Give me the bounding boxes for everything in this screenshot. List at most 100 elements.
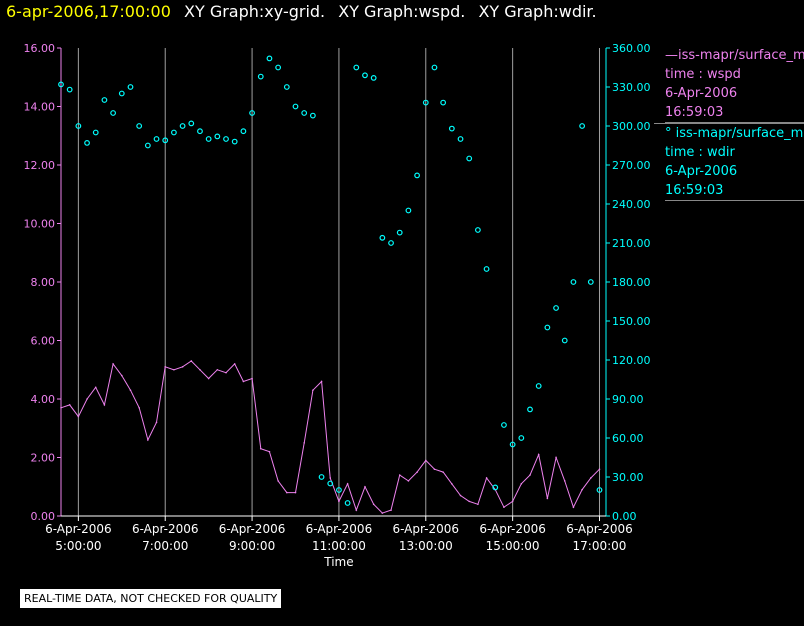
legend-series-name: iss-mapr/surface_m <box>678 48 804 63</box>
data-point-wspd <box>581 488 583 491</box>
right-tick-label: 360.00 <box>612 42 651 55</box>
data-point-wdir <box>136 123 143 129</box>
data-point-wspd <box>416 471 418 473</box>
data-point-wspd <box>407 480 410 482</box>
data-point-wspd <box>303 442 305 444</box>
data-point-wdir <box>275 64 282 71</box>
data-point-wdir <box>162 137 169 144</box>
right-tick-label: 300.00 <box>612 120 651 133</box>
data-point-wspd <box>381 512 384 514</box>
data-point-wdir <box>561 337 568 344</box>
legend-date: 6-Apr-2006 <box>665 164 738 179</box>
data-point-wdir <box>75 123 82 129</box>
data-point-wdir <box>405 207 412 214</box>
data-point-wdir <box>127 84 134 90</box>
x-tick-label-date: 6-Apr-2006 <box>566 522 633 536</box>
x-tick-label-date: 6-Apr-2006 <box>306 522 373 536</box>
data-point-wdir <box>58 81 64 88</box>
data-point-wdir <box>422 99 429 106</box>
data-point-wdir <box>257 73 264 80</box>
x-tick-label-time: 11:00:00 <box>312 539 366 553</box>
data-point-wspd <box>477 503 479 506</box>
data-point-wdir <box>492 484 499 491</box>
data-point-wdir <box>379 234 386 241</box>
data-point-wdir <box>118 90 125 97</box>
data-point-wdir <box>66 86 73 93</box>
data-point-wdir <box>336 487 342 493</box>
right-tick-label: 330.00 <box>612 81 651 94</box>
data-point-wdir <box>457 136 464 142</box>
data-point-wdir <box>596 487 603 493</box>
x-tick-label-time: 15:00:00 <box>486 539 540 553</box>
data-point-wspd <box>329 477 332 479</box>
x-tick-label-date: 6-Apr-2006 <box>132 522 199 536</box>
data-point-wdir <box>466 155 473 162</box>
data-point-wspd <box>147 439 149 441</box>
data-point-wspd <box>233 363 236 365</box>
data-point-wspd <box>251 377 253 380</box>
data-point-wdir <box>266 55 273 62</box>
data-point-wspd <box>503 506 505 509</box>
data-point-wspd <box>424 459 427 462</box>
data-point-wspd <box>129 389 132 392</box>
legend-date: 6-Apr-2006 <box>665 86 738 101</box>
data-point-wspd <box>390 509 392 511</box>
data-point-wdir <box>249 110 255 116</box>
data-point-wspd <box>442 471 444 473</box>
data-point-wdir <box>318 474 325 480</box>
data-point-wspd <box>451 483 453 485</box>
data-point-wdir <box>501 422 507 428</box>
data-point-wdir <box>370 74 377 81</box>
x-axis-title: Time <box>323 555 353 569</box>
data-point-wdir <box>570 279 577 285</box>
data-point-wspd <box>598 468 601 471</box>
data-point-wdir <box>509 441 516 448</box>
data-point-wspd <box>103 404 106 406</box>
data-point-wspd <box>268 450 271 453</box>
x-tick-label-time: 17:00:00 <box>573 539 627 553</box>
x-tick-label-date: 6-Apr-2006 <box>219 522 286 536</box>
data-point-wspd <box>485 477 488 479</box>
data-point-wspd <box>320 380 323 383</box>
data-point-wdir <box>223 136 229 142</box>
data-point-wspd <box>529 474 531 476</box>
quality-disclaimer: REAL-TIME DATA, NOT CHECKED FOR QUALITY <box>20 589 282 608</box>
data-point-wdir <box>179 123 186 129</box>
data-point-wdir <box>153 136 160 142</box>
data-point-wspd <box>537 453 540 456</box>
legend-entry-wspd[interactable]: —iss-mapr/surface_m time : wspd 6-Apr-20… <box>654 46 804 123</box>
legend-circle-symbol: ° <box>665 126 676 141</box>
data-point-wdir <box>388 240 394 246</box>
data-point-wdir <box>544 324 551 331</box>
data-point-wspd <box>120 374 123 377</box>
data-point-wdir <box>448 125 455 132</box>
data-point-wspd <box>555 456 557 459</box>
data-point-wdir <box>362 72 368 79</box>
legend-var-label: time : wdir <box>665 145 735 160</box>
data-point-wdir <box>518 435 525 441</box>
data-point-wspd <box>364 485 366 488</box>
data-point-wspd <box>511 500 514 503</box>
right-tick-label: 180.00 <box>612 276 651 289</box>
data-point-wspd <box>138 406 140 409</box>
data-point-wspd <box>242 380 245 383</box>
right-tick-label: 90.00 <box>612 393 644 406</box>
data-point-wspd <box>338 500 340 503</box>
data-point-wdir <box>483 266 490 272</box>
x-tick-label-time: 9:00:00 <box>229 539 275 553</box>
legend-time: 16:59:03 <box>665 103 804 123</box>
data-point-wspd <box>398 474 401 476</box>
data-point-wspd <box>164 366 167 368</box>
legend-entry-wdir[interactable]: ° iss-mapr/surface_m time : wdir 6-Apr-2… <box>654 123 804 201</box>
data-point-wspd <box>294 491 297 494</box>
data-point-wspd <box>181 366 184 368</box>
x-tick-label-time: 7:00:00 <box>142 539 188 553</box>
data-point-wdir <box>414 172 420 179</box>
right-tick-label: 210.00 <box>612 237 651 250</box>
data-point-wdir <box>292 103 299 110</box>
data-point-wspd <box>155 421 158 424</box>
left-tick-label: 8.00 <box>31 276 56 289</box>
x-tick-label-time: 5:00:00 <box>55 539 101 553</box>
data-point-wspd <box>225 371 227 374</box>
data-point-wdir <box>231 138 238 145</box>
